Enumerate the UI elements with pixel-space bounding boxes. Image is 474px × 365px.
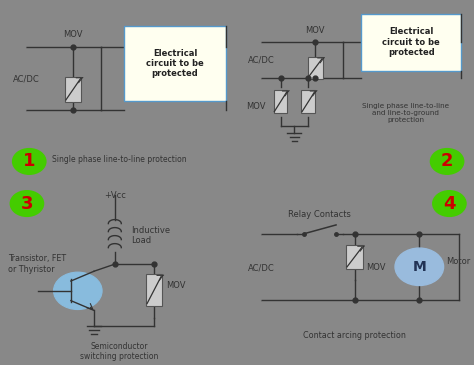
Circle shape xyxy=(430,149,464,174)
Circle shape xyxy=(433,191,466,216)
Circle shape xyxy=(13,149,46,174)
Circle shape xyxy=(14,105,26,114)
Text: Transistor, FET
or Thyristor: Transistor, FET or Thyristor xyxy=(9,254,66,274)
Text: MOV: MOV xyxy=(166,281,185,290)
Text: 3: 3 xyxy=(21,195,33,212)
Text: AC/DC: AC/DC xyxy=(13,74,40,83)
Bar xyxy=(362,14,461,70)
Text: 4: 4 xyxy=(443,195,456,212)
Text: Electrical
circuit to be
protected: Electrical circuit to be protected xyxy=(383,27,440,57)
Text: AC/DC: AC/DC xyxy=(248,263,275,272)
Bar xyxy=(346,245,363,269)
Circle shape xyxy=(14,43,26,52)
Text: Contact arcing protection: Contact arcing protection xyxy=(303,331,406,340)
Text: 1: 1 xyxy=(23,153,36,170)
Circle shape xyxy=(249,229,261,238)
Bar xyxy=(65,77,81,102)
Text: Electrical
circuit to be
protected: Electrical circuit to be protected xyxy=(146,49,204,78)
Bar xyxy=(301,90,315,114)
Text: 2: 2 xyxy=(441,153,453,170)
Bar xyxy=(273,90,287,114)
Text: MOV: MOV xyxy=(246,102,265,111)
Bar xyxy=(146,274,162,306)
Text: M: M xyxy=(412,260,426,274)
Bar xyxy=(124,26,226,101)
Text: Relay Contacts: Relay Contacts xyxy=(288,210,351,219)
Circle shape xyxy=(249,295,261,304)
Circle shape xyxy=(10,191,44,216)
Circle shape xyxy=(249,38,261,47)
Text: Single phase line-to-line protection: Single phase line-to-line protection xyxy=(52,155,187,164)
Text: MOV: MOV xyxy=(305,26,325,35)
Text: +Vcc: +Vcc xyxy=(104,191,126,200)
Text: MOV: MOV xyxy=(64,30,83,39)
Circle shape xyxy=(54,272,102,310)
Text: Semiconductor
switching protection: Semiconductor switching protection xyxy=(80,342,159,361)
Text: Inductive
Load: Inductive Load xyxy=(131,226,170,245)
Bar xyxy=(308,57,323,78)
Circle shape xyxy=(395,248,444,285)
Text: AC/DC: AC/DC xyxy=(248,55,275,64)
Text: MOV: MOV xyxy=(366,263,386,272)
Text: Motor: Motor xyxy=(446,257,470,266)
Text: Single phase line-to-line
and line-to-ground
protection: Single phase line-to-line and line-to-gr… xyxy=(362,103,449,123)
Circle shape xyxy=(249,73,261,82)
